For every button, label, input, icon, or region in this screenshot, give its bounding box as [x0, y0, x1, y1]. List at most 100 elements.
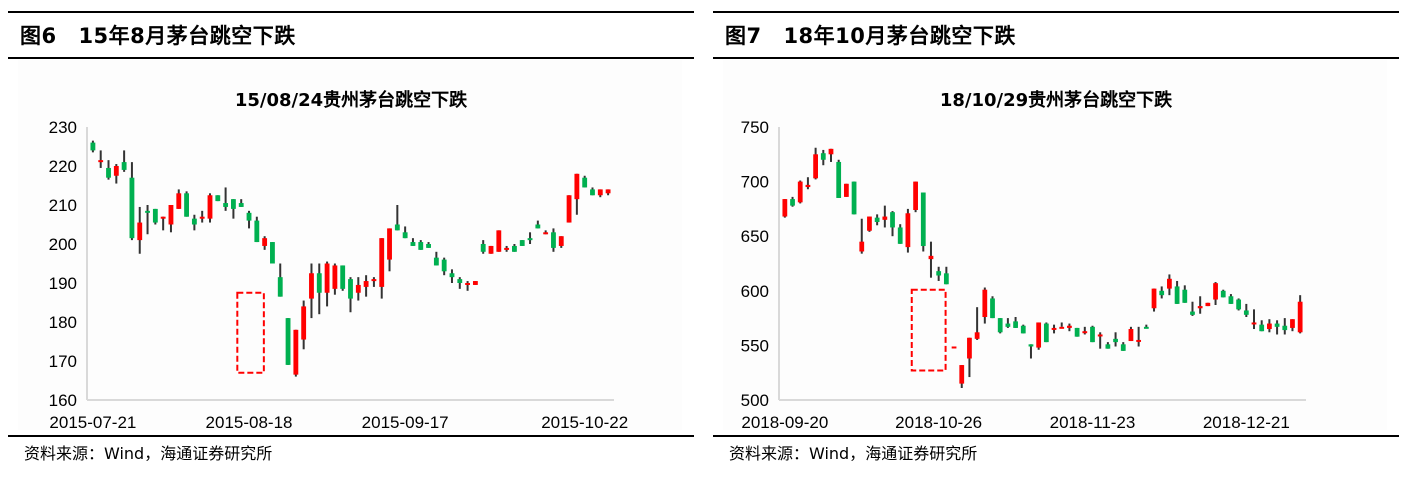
candle — [1059, 322, 1065, 329]
candle — [882, 205, 888, 228]
candle — [1028, 344, 1034, 359]
candle — [340, 265, 346, 291]
candle — [905, 208, 911, 253]
candle — [145, 205, 150, 235]
candle — [1020, 324, 1026, 334]
candle — [566, 195, 572, 223]
candle — [820, 149, 826, 166]
candle — [1205, 302, 1211, 307]
candle — [1151, 288, 1157, 312]
candle — [551, 228, 556, 252]
candle — [1282, 318, 1288, 335]
candle — [1105, 342, 1111, 349]
title-rule — [8, 57, 694, 59]
candle — [1067, 323, 1072, 332]
candle — [387, 228, 392, 272]
candle — [465, 281, 471, 291]
candle — [402, 226, 408, 239]
candle — [168, 205, 174, 233]
candle — [121, 150, 127, 172]
candle — [106, 160, 111, 180]
candle — [152, 208, 158, 225]
x-tick-label: 2015-07-21 — [49, 413, 136, 432]
candle — [782, 199, 788, 218]
candle — [1113, 332, 1118, 347]
candle — [805, 177, 811, 190]
candle — [246, 210, 252, 229]
candle — [176, 189, 182, 209]
candle — [543, 230, 549, 235]
candlestick-chart: 500 550 600 650 700 750 2018-09-20 2018-10-26 20… — [741, 118, 1306, 432]
candle — [137, 206, 143, 254]
figure-label: 图7 — [725, 24, 762, 48]
candle — [90, 140, 96, 153]
gap-highlight-box — [236, 291, 265, 374]
candle — [1182, 285, 1188, 303]
chart-area — [723, 60, 1387, 430]
bottom-rule — [8, 435, 694, 437]
candle — [574, 173, 580, 215]
figure-title-text: 15年8月茅台跳空下跌 — [78, 24, 296, 48]
title-rule — [713, 57, 1399, 59]
source-note: 资料来源：Wind，海通证券研究所 — [729, 444, 978, 463]
candle — [897, 224, 903, 244]
candle — [1128, 326, 1134, 342]
candle — [1228, 294, 1234, 304]
candle — [936, 266, 942, 281]
x-tick-label: 2018-11-23 — [1050, 413, 1136, 432]
candle — [184, 191, 189, 217]
chart-title: 18/10/29贵州茅台跳空下跌 — [939, 90, 1173, 111]
candle — [441, 257, 447, 276]
candle — [813, 147, 818, 180]
candle — [1197, 296, 1203, 314]
candle — [113, 164, 119, 184]
candle — [285, 318, 291, 365]
figure-title: 图7 18年10月茅台跳空下跌 — [725, 20, 1016, 50]
candle — [309, 263, 314, 319]
candle — [1043, 322, 1049, 343]
candle — [790, 196, 795, 207]
candle — [851, 181, 857, 215]
candle — [223, 187, 229, 211]
figure-7-panel: 图7 18年10月茅台跳空下跌 18/10/29贵州茅台跳空下跌 500 550 6… — [713, 0, 1399, 479]
figure-label: 图6 — [20, 24, 57, 48]
candle — [797, 180, 803, 204]
y-tick-label: 210 — [49, 196, 77, 215]
y-tick-label: 750 — [741, 118, 769, 137]
candle — [363, 275, 369, 297]
candle — [890, 211, 895, 237]
candle — [967, 337, 972, 378]
candle — [433, 251, 439, 266]
y-tick-label: 200 — [49, 235, 77, 254]
candle — [277, 263, 283, 297]
x-tick-label: 2015-10-22 — [541, 413, 628, 432]
candle — [1159, 286, 1165, 299]
candle — [920, 192, 926, 252]
candle — [605, 189, 611, 196]
candle — [301, 300, 307, 350]
candle — [519, 240, 525, 246]
figure-title: 图6 15年8月茅台跳空下跌 — [20, 20, 296, 50]
candle — [348, 277, 353, 313]
y-tick-label: 600 — [741, 282, 769, 301]
candle — [480, 240, 486, 254]
candle — [418, 240, 424, 250]
x-tick-label: 2018-09-20 — [741, 413, 828, 432]
candle — [129, 162, 135, 241]
candle — [1136, 326, 1142, 347]
y-tick-label: 550 — [741, 336, 769, 355]
candle — [504, 245, 510, 252]
candle — [215, 195, 221, 202]
candle — [1213, 282, 1218, 305]
candle — [1143, 324, 1149, 329]
candle — [990, 296, 995, 319]
candle — [496, 230, 502, 252]
x-tick-label: 2015-08-18 — [206, 413, 293, 432]
candle — [928, 241, 934, 278]
candle — [1297, 295, 1303, 334]
candle — [1097, 332, 1103, 349]
top-rule — [713, 11, 1399, 13]
candle — [959, 365, 965, 388]
candle — [238, 199, 244, 207]
candle — [426, 242, 431, 248]
